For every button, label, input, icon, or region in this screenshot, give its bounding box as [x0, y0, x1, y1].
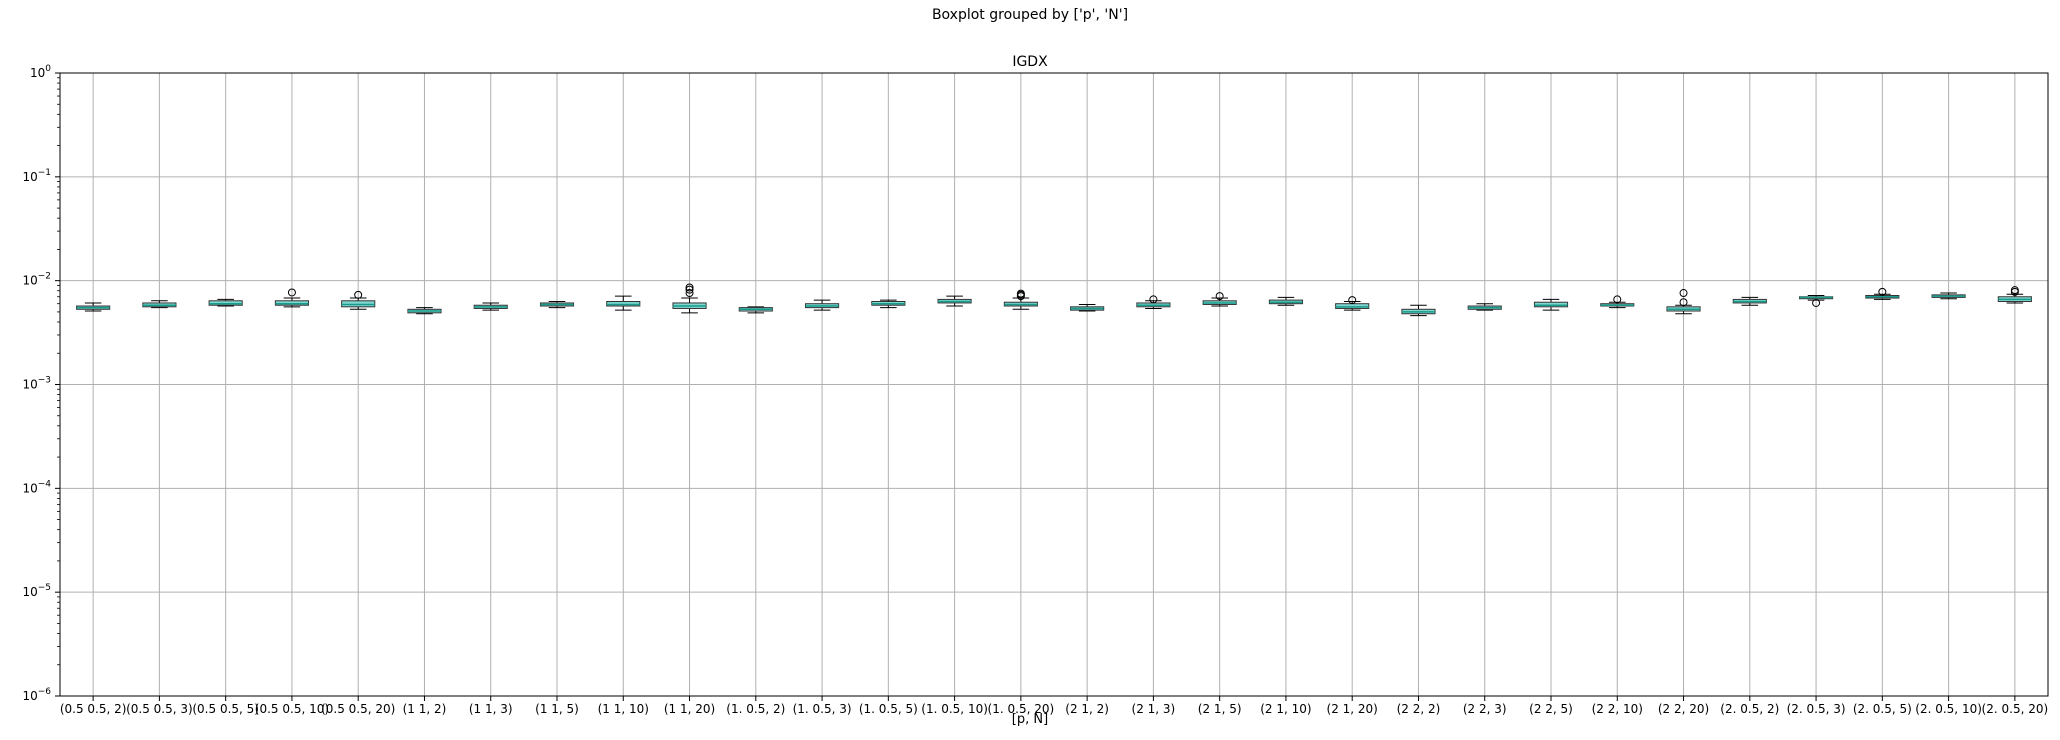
- outlier-point: [1149, 295, 1158, 304]
- box-group: [1202, 292, 1237, 307]
- box-group: [1931, 292, 1966, 300]
- boxes: [76, 283, 2032, 317]
- box-group: [1600, 295, 1635, 309]
- box-group: [1401, 304, 1436, 317]
- box-group: [1799, 294, 1834, 307]
- x-tick-label: (0.5 0.5, 20): [321, 702, 395, 716]
- box-group: [76, 302, 111, 312]
- x-tick-label: (1. 0.5, 10): [921, 702, 988, 716]
- outlier-point: [1812, 298, 1821, 307]
- box-group: [1268, 296, 1304, 306]
- x-tick-label: (2 1, 5): [1198, 702, 1242, 716]
- box-group: [274, 288, 310, 308]
- x-tick-label: (1. 0.5, 3): [793, 702, 852, 716]
- x-tick-label: (1 1, 20): [664, 702, 715, 716]
- x-tick-label: (2 1, 2): [1065, 702, 1109, 716]
- x-tick-label: (2. 0.5, 2): [1720, 702, 1779, 716]
- y-tick-label: 10−2: [22, 272, 51, 288]
- box-group: [1136, 295, 1171, 309]
- box-group: [1533, 298, 1569, 311]
- box-group: [1070, 303, 1105, 312]
- outlier-point: [287, 288, 296, 297]
- x-tick-label: (2 1, 20): [1327, 702, 1378, 716]
- box-group: [1865, 287, 1900, 300]
- x-tick-label: (2 2, 3): [1463, 702, 1507, 716]
- box-group: [1732, 296, 1767, 306]
- outlier-point: [685, 285, 694, 294]
- box-group: [738, 306, 773, 314]
- x-tick-label: (2 2, 2): [1397, 702, 1441, 716]
- outlier-point: [1679, 289, 1688, 298]
- x-tick-label: (2 2, 5): [1529, 702, 1573, 716]
- box-group: [805, 299, 840, 311]
- y-tick-label: 10−4: [22, 479, 51, 495]
- outlier-point: [1215, 292, 1224, 301]
- y-tick-label: 10−5: [22, 583, 51, 599]
- x-tick-label: (1. 0.5, 20): [988, 702, 1055, 716]
- y-tick-label: 10−6: [22, 687, 51, 703]
- outlier-point: [685, 289, 694, 298]
- box-group: [871, 299, 906, 309]
- outlier-point: [1348, 296, 1357, 305]
- box-group: [606, 295, 641, 311]
- chart-title: IGDX: [1012, 54, 1048, 70]
- box-group: [473, 302, 508, 311]
- x-tick-label: (1 1, 10): [598, 702, 649, 716]
- x-tick-label: (0.5 0.5, 3): [126, 702, 193, 716]
- y-tick-label: 10−1: [22, 168, 51, 184]
- x-tick-label: (2. 0.5, 3): [1787, 702, 1846, 716]
- x-tick-label: (1 1, 3): [469, 702, 513, 716]
- x-tick-label: (1. 0.5, 5): [859, 702, 918, 716]
- x-tick-label: (2. 0.5, 20): [1982, 702, 2049, 716]
- box-group: [937, 295, 972, 307]
- x-tick-label: (2 1, 3): [1132, 702, 1176, 716]
- box-group: [208, 298, 243, 307]
- outlier-point: [685, 283, 694, 292]
- x-tick-label: (1 1, 5): [535, 702, 579, 716]
- x-tick-label: (1. 0.5, 2): [726, 702, 785, 716]
- outlier-point: [1016, 289, 1025, 298]
- grid: [60, 72, 2048, 697]
- outlier-point: [1679, 298, 1688, 307]
- box-group: [142, 300, 177, 309]
- chart-suptitle: Boxplot grouped by ['p', 'N']: [932, 7, 1128, 23]
- box-group: [1997, 286, 2032, 304]
- x-tick-label: (2 2, 10): [1592, 702, 1643, 716]
- box-group: [1467, 303, 1502, 311]
- outlier-point: [1613, 295, 1622, 304]
- box-group: [672, 283, 707, 314]
- x-axis-label: [p, N]: [1012, 712, 1048, 727]
- x-tick-label: (1 1, 2): [403, 702, 447, 716]
- x-tick-label: (0.5 0.5, 5): [192, 702, 259, 716]
- outlier-point: [354, 290, 363, 299]
- x-tick-label: (2 2, 20): [1658, 702, 1709, 716]
- box-group: [341, 290, 376, 310]
- box-group: [1335, 296, 1370, 311]
- x-tick-label: (0.5 0.5, 2): [60, 702, 127, 716]
- outlier-point: [2010, 286, 2019, 295]
- y-tick-label: 10−3: [22, 376, 51, 392]
- y-tick-label: 100: [30, 64, 51, 80]
- x-tick-label: (0.5 0.5, 10): [255, 702, 329, 716]
- box-group: [407, 307, 442, 315]
- x-tick-label: (2. 0.5, 10): [1915, 702, 1982, 716]
- outlier-point: [1878, 287, 1887, 296]
- x-tick-label: (2 1, 10): [1260, 702, 1311, 716]
- box-group: [1003, 289, 1038, 310]
- x-tick-label: (2. 0.5, 5): [1853, 702, 1912, 716]
- box-group: [539, 301, 575, 309]
- box-group: [1666, 289, 1701, 315]
